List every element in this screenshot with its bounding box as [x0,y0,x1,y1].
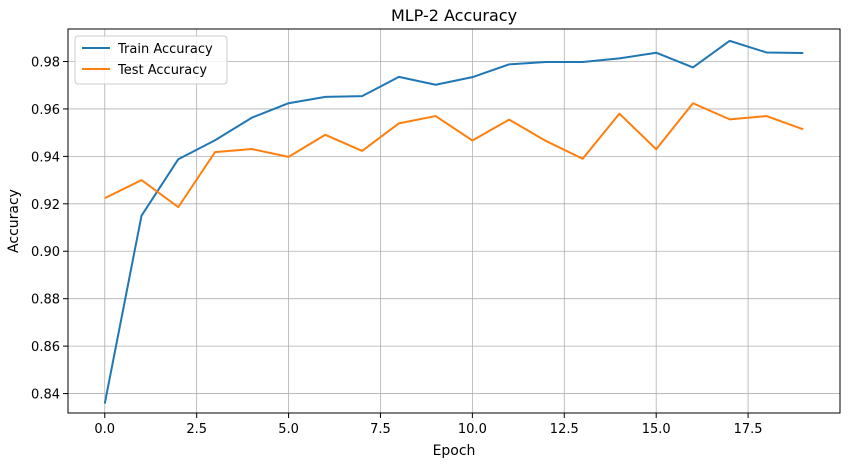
legend: Train Accuracy Test Accuracy [74,35,228,85]
x-tick-label: 15.0 [642,422,671,437]
x-tick-label: 10.0 [458,422,487,437]
y-tick-label: 0.94 [31,150,60,165]
y-tick-label: 0.90 [31,245,60,260]
y-tick-label: 0.98 [31,55,60,70]
y-tick-label: 0.96 [31,103,60,118]
plot-area-frame [67,28,841,414]
test-accuracy-line [104,102,804,209]
x-tick-label: 7.5 [370,422,391,437]
series-lines [103,39,804,404]
x-tick-label: 12.5 [550,422,579,437]
y-tick-label: 0.92 [31,198,60,213]
y-tick-label: 0.88 [31,293,60,308]
x-axis-ticks: 0.0 2.5 5.0 7.5 10.0 12.5 15.0 17.5 [94,413,763,437]
legend-label-test: Test Accuracy [117,63,207,78]
y-axis-label: Accuracy [6,189,22,253]
train-accuracy-line [103,39,804,404]
legend-box [74,35,228,85]
x-axis-label: Epoch [433,443,476,459]
x-tick-label: 2.5 [186,422,207,437]
x-tick-label: 17.5 [734,422,763,437]
y-axis-ticks: 0.84 0.86 0.88 0.90 0.92 0.94 0.96 0.98 [31,55,68,403]
chart-title: MLP-2 Accuracy [391,6,517,25]
x-tick-label: 5.0 [278,422,299,437]
grid-lines [68,29,840,413]
y-tick-label: 0.86 [31,340,60,355]
legend-label-train: Train Accuracy [117,42,213,57]
x-tick-label: 0.0 [94,422,115,437]
y-tick-label: 0.84 [31,388,60,403]
